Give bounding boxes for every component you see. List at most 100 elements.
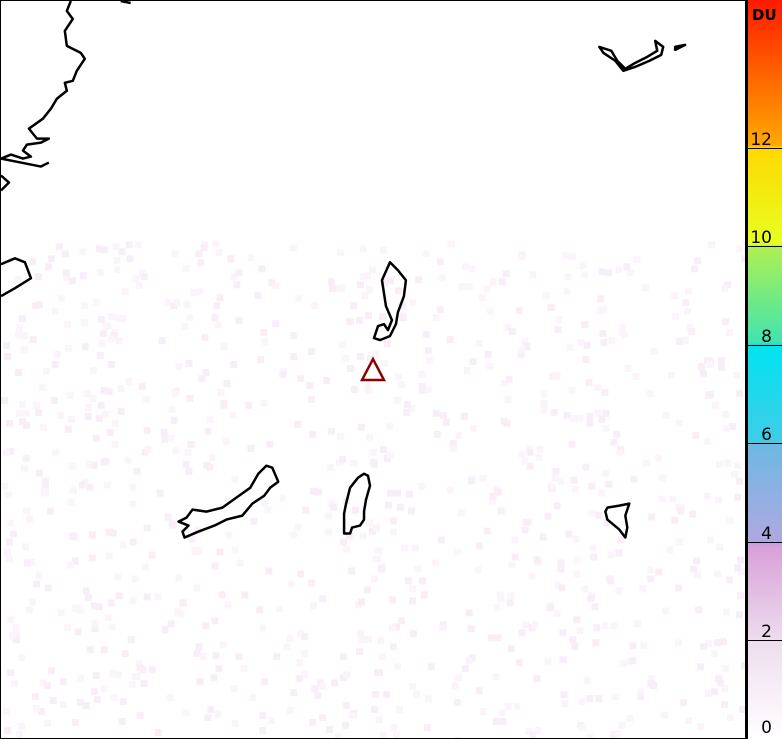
so2-pixel <box>68 277 76 285</box>
so2-pixel <box>358 636 366 644</box>
so2-pixel <box>168 405 176 413</box>
so2-pixel <box>107 599 115 607</box>
so2-pixel <box>194 526 202 534</box>
so2-pixel <box>140 680 148 688</box>
so2-pixel <box>583 677 591 685</box>
so2-pixel <box>551 474 559 482</box>
so2-pixel <box>82 702 90 710</box>
so2-pixel <box>6 447 14 455</box>
so2-pixel <box>601 622 609 630</box>
so2-pixel <box>294 420 302 428</box>
so2-pixel <box>230 361 238 369</box>
so2-pixel <box>211 562 219 570</box>
so2-pixel <box>118 248 126 256</box>
colorbar-tick-label: 10 <box>750 228 772 249</box>
so2-pixel <box>729 422 737 430</box>
so2-pixel <box>222 437 230 445</box>
so2-pixel <box>582 463 590 471</box>
so2-pixel <box>602 469 610 477</box>
so2-pixel <box>715 496 723 504</box>
so2-pixel <box>397 380 405 388</box>
so2-pixel <box>225 531 233 539</box>
so2-pixel <box>296 675 304 683</box>
so2-pixel <box>20 464 28 472</box>
so2-pixel <box>302 506 310 514</box>
so2-pixel <box>119 541 127 549</box>
so2-pixel <box>733 371 741 379</box>
so2-pixel <box>615 266 623 274</box>
so2-pixel <box>55 243 63 251</box>
so2-pixel <box>85 460 93 468</box>
so2-pixel <box>486 308 494 316</box>
so2-pixel <box>602 424 610 432</box>
so2-pixel <box>642 284 650 292</box>
so2-pixel <box>503 419 511 427</box>
so2-pixel <box>86 483 94 491</box>
so2-pixel <box>216 548 224 556</box>
so2-pixel <box>105 387 113 395</box>
so2-pixel <box>594 409 602 417</box>
so2-pixel <box>175 363 183 370</box>
so2-pixel <box>20 346 28 354</box>
so2-pixel <box>384 501 392 509</box>
so2-pixel <box>648 513 656 521</box>
so2-pixel <box>581 271 589 279</box>
so2-pixel <box>329 285 337 293</box>
so2-pixel <box>717 679 725 687</box>
so2-pixel <box>718 364 726 371</box>
so2-pixel <box>573 556 581 564</box>
so2-pixel <box>613 430 621 438</box>
so2-pixel <box>306 381 314 389</box>
coastline-southeast-island <box>604 502 631 539</box>
so2-pixel <box>536 445 544 453</box>
so2-pixel <box>215 665 223 673</box>
so2-pixel <box>395 706 403 714</box>
so2-pixel <box>231 546 239 554</box>
so2-pixel <box>202 369 210 376</box>
so2-pixel <box>655 454 663 462</box>
so2-pixel <box>128 681 136 689</box>
so2-pixel <box>182 265 190 273</box>
so2-pixel <box>311 302 319 310</box>
so2-pixel <box>433 430 441 438</box>
so2-pixel <box>331 679 339 687</box>
so2-pixel <box>113 266 121 274</box>
so2-pixel <box>438 274 446 282</box>
so2-pixel <box>525 728 533 736</box>
so2-pixel <box>566 344 574 352</box>
so2-pixel <box>540 406 548 414</box>
so2-pixel <box>680 699 688 707</box>
so2-pixel <box>358 423 366 431</box>
so2-pixel <box>286 635 294 643</box>
so2-pixel <box>722 410 730 418</box>
so2-pixel <box>104 322 112 330</box>
so2-pixel <box>95 414 103 422</box>
so2-pixel <box>38 383 46 391</box>
so2-pixel <box>643 459 651 467</box>
so2-pixel <box>734 493 742 501</box>
so2-pixel <box>704 492 712 500</box>
so2-pixel <box>204 427 212 435</box>
so2-pixel <box>377 565 385 573</box>
so2-pixel <box>265 567 273 575</box>
so2-pixel <box>737 592 744 600</box>
so2-pixel <box>582 356 590 364</box>
so2-pixel <box>6 519 14 527</box>
so2-pixel <box>691 265 699 273</box>
so2-pixel <box>714 570 722 578</box>
so2-pixel <box>424 385 432 393</box>
so2-pixel <box>560 691 568 699</box>
so2-pixel <box>351 385 359 393</box>
so2-pixel <box>469 424 477 432</box>
so2-pixel <box>581 321 589 329</box>
so2-pixel <box>164 513 172 521</box>
so2-pixel <box>721 685 729 693</box>
so2-pixel <box>1 482 8 490</box>
so2-pixel <box>88 531 96 539</box>
so2-pixel <box>666 546 674 554</box>
so2-pixel <box>583 342 591 350</box>
so2-pixel <box>372 351 379 359</box>
so2-pixel <box>721 701 729 709</box>
so2-pixel <box>259 712 267 720</box>
so2-pixel <box>380 360 388 368</box>
